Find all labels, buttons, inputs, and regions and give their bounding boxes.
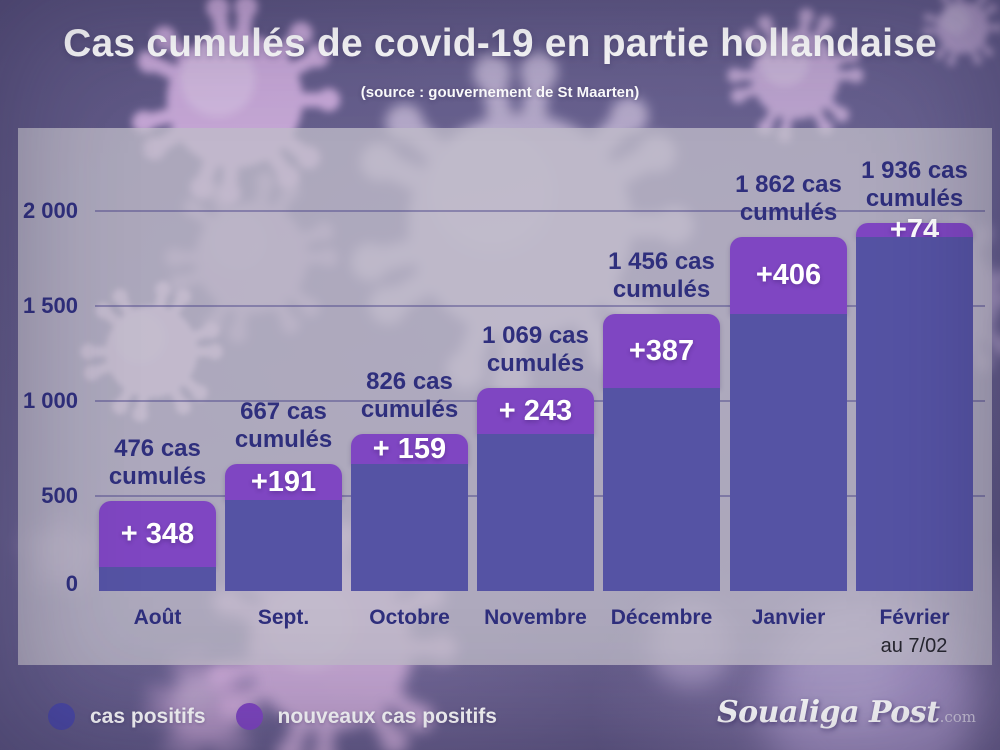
x-axis-label: Février [879,606,950,629]
date-note: au 7/02 [880,635,948,657]
x-axis-label: Novembre [484,606,587,629]
stacked-bar: + 243 [477,388,594,591]
y-axis-tick-label: 0 [65,571,78,596]
x-axis-label: Décembre [610,606,713,629]
cumulative-total-label: 826 cas cumulés [360,368,459,423]
x-axis-label: Janvier [751,606,826,629]
new-cases-value: +387 [628,334,695,367]
source-note: (source : gouvernement de St Maarten) [360,84,640,101]
stacked-bar: + 348 [99,501,216,591]
cases-legend-label: cas positifs [90,704,206,728]
stacked-bar: +74 [856,214,973,591]
y-axis-tick-label: 1 500 [22,293,78,318]
x-axis-label: Octobre [369,606,450,629]
y-axis-tick-label: 500 [41,483,78,508]
bar-column-sept: 667 cas cumulés +191 Sept. [225,128,342,629]
cumulative-total-label: 1 936 cas cumulés [861,157,968,212]
virus-icon [922,0,1000,67]
bar-column-dcembre: 1 456 cas cumulés +387 Décembre [603,128,720,629]
cumulative-total-label: 667 cas cumulés [234,398,333,453]
legend: cas positifs nouveaux cas positifs [48,703,497,730]
page-title: Cas cumulés de covid-19 en partie hollan… [63,22,937,65]
new-cases-legend-dot-icon [235,703,263,730]
stacked-bar: +406 [730,237,847,591]
y-axis-tick-label: 1 000 [22,388,78,413]
brand-suffix: .com [939,708,976,726]
brand-name: Soualiga Post [716,695,940,730]
new-cases-value: + 348 [120,517,195,550]
cumulative-cases-segment [477,434,594,591]
gridline [95,210,985,212]
cumulative-total-label: 1 456 cas cumulés [608,248,715,303]
brand-logo: Soualiga Post.com [717,695,976,730]
cases-legend-dot-icon [48,703,75,730]
new-cases-value: +191 [250,465,317,498]
stacked-bar: +191 [225,464,342,591]
cumulative-total-label: 1 069 cas cumulés [482,322,589,377]
x-axis-label: Août [133,606,182,629]
cumulative-cases-segment [225,500,342,591]
bar-column-novembre: 1 069 cas cumulés + 243 Novembre [477,128,594,629]
new-cases-value: + 159 [372,432,447,465]
new-cases-segment: +406 [730,237,847,314]
bar-column-fvrier: 1 936 cas cumulés +74 Février [856,128,973,629]
cumulative-total-label: 476 cas cumulés [108,435,207,490]
bar-column-octobre: 826 cas cumulés + 159 Octobre [351,128,468,629]
cumulative-cases-segment [856,237,973,591]
bar-column-aot: 476 cas cumulés + 348 Août [99,128,216,629]
new-cases-value: + 243 [498,394,573,427]
bar-column-janvier: 1 862 cas cumulés +406 Janvier [730,128,847,629]
y-axis-tick-label: 2 000 [22,198,78,223]
new-cases-segment: +191 [225,464,342,500]
new-cases-legend-label: nouveaux cas positifs [277,704,497,728]
new-cases-segment: + 348 [99,501,216,567]
cumulative-cases-segment [603,388,720,591]
chart-panel: au 7/02 0 500 1 000 1 500 2 000 476 cas cumulé… [18,128,992,665]
stacked-bar: + 159 [351,432,468,591]
new-cases-value: +406 [755,259,822,291]
cumulative-cases-segment [99,567,216,591]
cumulative-cases-segment [730,314,847,591]
gridline [95,305,985,307]
new-cases-segment: +74 [856,214,973,246]
cumulative-total-label: 1 862 cas cumulés [735,171,842,226]
cumulative-cases-segment [351,464,468,591]
x-axis-label: Sept. [257,606,310,629]
new-cases-segment: + 243 [477,388,594,434]
stacked-bar: +387 [603,314,720,591]
new-cases-segment: + 159 [351,432,468,465]
new-cases-segment: +387 [603,314,720,388]
